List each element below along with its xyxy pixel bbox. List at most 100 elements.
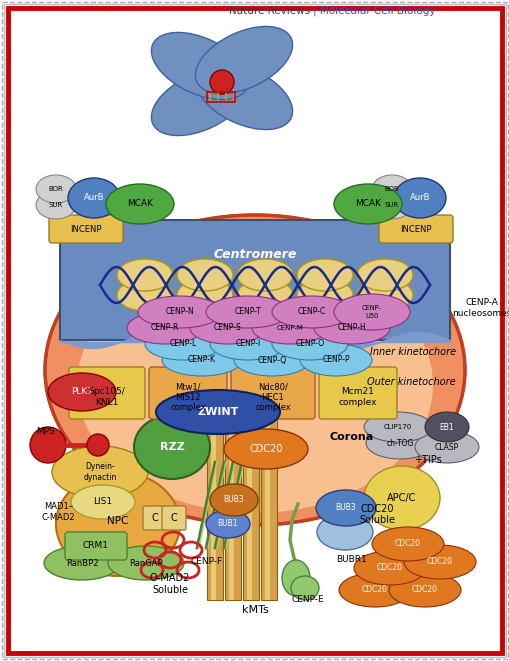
- Ellipse shape: [44, 546, 120, 580]
- Text: MCAK: MCAK: [354, 200, 380, 208]
- Text: BUB3: BUB3: [223, 496, 244, 504]
- Text: CENP-M: CENP-M: [276, 325, 303, 331]
- FancyBboxPatch shape: [162, 506, 186, 530]
- Text: kMTs: kMTs: [241, 605, 268, 615]
- Ellipse shape: [237, 259, 293, 291]
- Bar: [265, 400, 269, 600]
- Text: Spc105/
KNL1: Spc105/ KNL1: [89, 387, 125, 407]
- Text: CENP-T: CENP-T: [234, 307, 261, 317]
- Text: Inner kinetochore: Inner kinetochore: [369, 347, 455, 357]
- Text: INCENP: INCENP: [70, 225, 102, 233]
- Text: AurB: AurB: [409, 194, 430, 202]
- Text: CENP-L: CENP-L: [169, 340, 196, 348]
- Text: CENP-H: CENP-H: [337, 323, 365, 332]
- Ellipse shape: [363, 412, 431, 442]
- Text: CLIP170: CLIP170: [383, 424, 411, 430]
- Text: CDC20: CDC20: [411, 586, 437, 594]
- Text: Mcm21
complex: Mcm21 complex: [338, 387, 377, 407]
- Ellipse shape: [127, 312, 203, 344]
- Ellipse shape: [403, 545, 475, 579]
- Ellipse shape: [87, 434, 109, 456]
- FancyBboxPatch shape: [378, 215, 452, 243]
- Ellipse shape: [206, 296, 290, 328]
- Ellipse shape: [134, 415, 210, 479]
- Ellipse shape: [138, 296, 221, 328]
- Ellipse shape: [177, 279, 233, 311]
- Ellipse shape: [371, 175, 411, 203]
- Ellipse shape: [177, 259, 233, 291]
- Text: RZZ: RZZ: [159, 442, 184, 452]
- FancyBboxPatch shape: [149, 367, 227, 419]
- Ellipse shape: [388, 573, 460, 607]
- Text: Mtw1/
MIS12
complex: Mtw1/ MIS12 complex: [170, 382, 206, 412]
- Bar: [246, 400, 251, 600]
- Text: CENP-I: CENP-I: [235, 340, 260, 348]
- Text: MCAK: MCAK: [127, 200, 153, 208]
- Text: CENP-Q: CENP-Q: [257, 356, 286, 364]
- Ellipse shape: [371, 527, 443, 561]
- Ellipse shape: [210, 484, 258, 516]
- Ellipse shape: [281, 560, 309, 596]
- Text: CENP-K: CENP-K: [188, 356, 216, 364]
- Bar: [207, 92, 235, 102]
- Ellipse shape: [424, 412, 468, 442]
- Ellipse shape: [195, 26, 292, 94]
- Text: ch-TOG: ch-TOG: [385, 438, 413, 447]
- Text: CENP-O: CENP-O: [295, 340, 324, 348]
- Text: BUB1: BUB1: [217, 520, 238, 529]
- Ellipse shape: [291, 576, 318, 600]
- Text: SUR: SUR: [384, 202, 399, 208]
- Ellipse shape: [338, 573, 410, 607]
- Ellipse shape: [206, 510, 249, 538]
- Text: MAD1–
C-MAD2: MAD1– C-MAD2: [42, 502, 75, 522]
- Ellipse shape: [52, 446, 148, 498]
- Text: +TIPs: +TIPs: [413, 455, 441, 465]
- Text: CENP-F: CENP-F: [190, 557, 222, 566]
- FancyBboxPatch shape: [318, 367, 396, 419]
- Text: CENP-C: CENP-C: [297, 307, 325, 317]
- Text: CDC20: CDC20: [426, 557, 452, 566]
- Text: CDC20: CDC20: [394, 539, 420, 549]
- Ellipse shape: [117, 279, 173, 311]
- Bar: [242, 400, 259, 600]
- Text: NPC: NPC: [107, 516, 128, 526]
- Ellipse shape: [296, 259, 352, 291]
- Ellipse shape: [56, 472, 180, 576]
- Text: Corona: Corona: [329, 432, 374, 442]
- FancyBboxPatch shape: [49, 215, 123, 243]
- Ellipse shape: [77, 257, 432, 513]
- FancyBboxPatch shape: [69, 367, 145, 419]
- Text: CLASP: CLASP: [434, 442, 458, 451]
- Text: C: C: [151, 513, 158, 523]
- Bar: [261, 400, 276, 600]
- Text: CENP-E: CENP-E: [291, 596, 324, 605]
- Text: SUR: SUR: [49, 202, 63, 208]
- Text: BOR: BOR: [384, 186, 399, 192]
- Ellipse shape: [68, 178, 120, 218]
- Ellipse shape: [356, 259, 412, 291]
- Text: CENP-A
nucleosomes: CENP-A nucleosomes: [451, 298, 509, 318]
- Text: MPS: MPS: [37, 428, 55, 436]
- Ellipse shape: [210, 70, 234, 94]
- Ellipse shape: [151, 32, 248, 100]
- FancyBboxPatch shape: [231, 367, 315, 419]
- Ellipse shape: [190, 312, 266, 344]
- Bar: [207, 400, 222, 600]
- Text: Soluble: Soluble: [152, 585, 188, 595]
- Ellipse shape: [356, 279, 412, 311]
- Text: CDC20: CDC20: [359, 504, 393, 514]
- Text: Soluble: Soluble: [358, 515, 394, 525]
- Ellipse shape: [108, 546, 184, 580]
- Text: CDC20: CDC20: [249, 444, 282, 454]
- Text: O-MAD2: O-MAD2: [150, 573, 190, 583]
- Ellipse shape: [234, 344, 309, 376]
- Text: C: C: [171, 513, 177, 523]
- Text: CRM1: CRM1: [83, 541, 109, 551]
- Ellipse shape: [299, 344, 371, 376]
- FancyBboxPatch shape: [143, 506, 166, 530]
- Text: BUB3: BUB3: [335, 504, 356, 512]
- Bar: [229, 400, 234, 600]
- Ellipse shape: [156, 390, 279, 434]
- Text: CDC20: CDC20: [361, 586, 387, 594]
- Text: ZWINT: ZWINT: [197, 407, 238, 417]
